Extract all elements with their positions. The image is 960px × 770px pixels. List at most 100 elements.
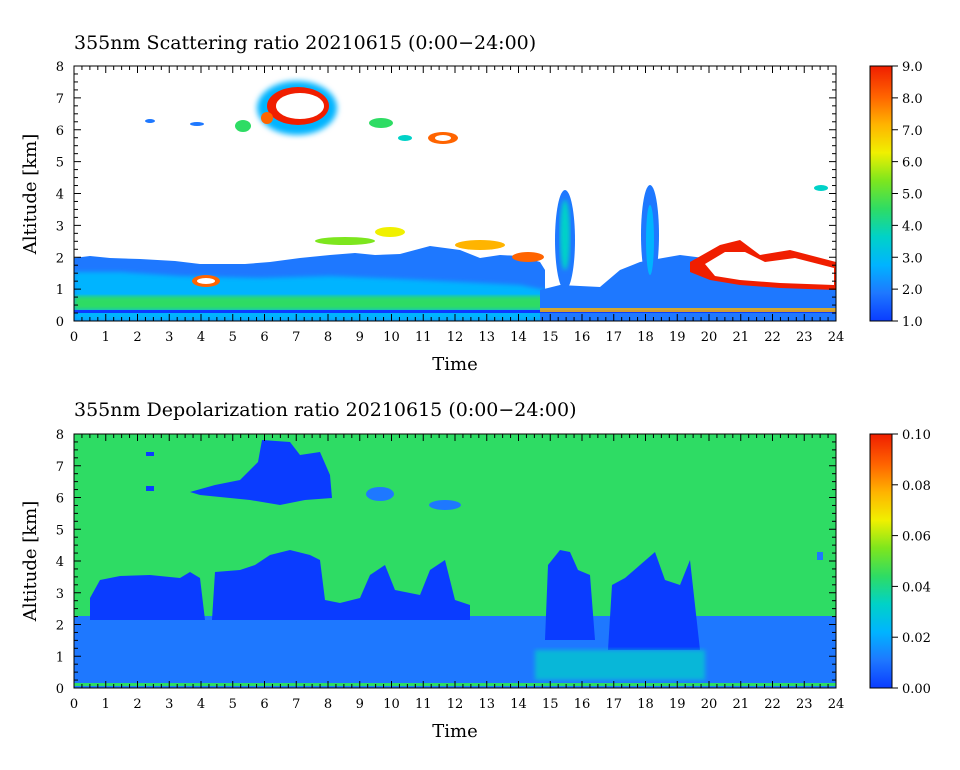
x-tick-label: 3 xyxy=(165,697,173,712)
scattering-cloud-10h-small xyxy=(398,135,412,141)
x-tick-label: 8 xyxy=(324,697,332,712)
scattering-cloud-12h xyxy=(455,240,505,250)
y-tick-label: 6 xyxy=(56,492,64,507)
x-tick-label: 20 xyxy=(701,697,718,712)
x-tick-label: 22 xyxy=(764,697,781,712)
x-tick-label: 22 xyxy=(764,330,781,345)
scattering-cloud-9h xyxy=(315,237,375,245)
x-tick-label: 23 xyxy=(796,330,813,345)
x-tick-label: 5 xyxy=(229,330,237,345)
x-tick-label: 21 xyxy=(732,330,749,345)
scattering-surface-line xyxy=(74,310,836,313)
scattering-panel: 355nm Scattering ratio 20210615 (0:00−24… xyxy=(20,32,923,375)
colorbar-tick-label: 0.00 xyxy=(902,682,931,697)
x-tick-label: 4 xyxy=(197,330,205,345)
depolarization-cloud-10h xyxy=(366,487,394,501)
x-tick-label: 9 xyxy=(356,330,364,345)
x-tick-label: 1 xyxy=(102,330,110,345)
x-tick-label: 9 xyxy=(356,697,364,712)
scattering-colorbar-ticks: 1.0 2.0 3.0 4.0 5.0 6.0 7.0 8.0 9.0 xyxy=(892,60,923,330)
scattering-plume-18h-core xyxy=(646,205,654,275)
y-tick-label: 1 xyxy=(56,283,64,298)
y-tick-label: 8 xyxy=(56,428,64,443)
depolarization-panel: 355nm Depolarization ratio 20210615 (0:0… xyxy=(20,399,931,742)
depolarization-afternoon-plume-1 xyxy=(545,550,595,640)
colorbar-tick-label: 4.0 xyxy=(902,219,923,234)
scattering-cloud-2h xyxy=(145,119,155,123)
x-tick-label: 15 xyxy=(542,697,559,712)
x-tick-label: 4 xyxy=(197,697,205,712)
depolarization-title: 355nm Depolarization ratio 20210615 (0:0… xyxy=(74,399,576,421)
colorbar-tick-label: 0.04 xyxy=(902,580,931,595)
colorbar-tick-label: 3.0 xyxy=(902,251,923,266)
scattering-cloud-11h-high-core xyxy=(435,135,451,141)
scattering-high-cloud-core xyxy=(276,93,324,119)
y-tick-label: 4 xyxy=(56,555,64,570)
x-tick-label: 23 xyxy=(796,697,813,712)
scattering-plume-15h-core xyxy=(560,200,570,270)
scattering-x-axis-label: Time xyxy=(432,354,477,375)
x-tick-label: 13 xyxy=(478,697,495,712)
scattering-cloud-14h xyxy=(512,252,544,262)
x-tick-label: 18 xyxy=(637,697,654,712)
colorbar-tick-label: 8.0 xyxy=(902,92,923,107)
x-tick-label: 21 xyxy=(732,697,749,712)
colorbar-tick-label: 9.0 xyxy=(902,60,923,75)
y-tick-label: 5 xyxy=(56,156,64,171)
depolarization-high-cloud-2h-low xyxy=(146,486,154,491)
y-tick-label: 3 xyxy=(56,219,64,234)
y-tick-label: 8 xyxy=(56,60,64,75)
scattering-title: 355nm Scattering ratio 20210615 (0:00−24… xyxy=(74,32,536,54)
x-tick-label: 17 xyxy=(605,697,622,712)
x-tick-label: 24 xyxy=(828,330,845,345)
x-tick-label: 16 xyxy=(574,697,591,712)
depolarization-mid-layer xyxy=(90,550,470,620)
x-tick-label: 1 xyxy=(102,697,110,712)
y-tick-label: 5 xyxy=(56,523,64,538)
depolarization-cloud-12h xyxy=(429,500,461,510)
x-tick-label: 2 xyxy=(133,697,141,712)
y-tick-label: 6 xyxy=(56,124,64,139)
depolarization-ticks: 0 1 2 3 4 5 6 7 8 9 10 11 12 13 14 15 16 17 18 19 20 21 22 23 24… xyxy=(56,428,845,712)
scattering-surface-layer xyxy=(74,296,544,310)
scattering-plot-area xyxy=(74,66,836,321)
colorbar-tick-label: 0.10 xyxy=(902,428,931,443)
x-tick-label: 12 xyxy=(447,697,464,712)
x-tick-label: 11 xyxy=(415,330,432,345)
colorbar-tick-label: 0.06 xyxy=(902,530,931,545)
depolarization-high-cloud xyxy=(190,440,332,505)
y-tick-label: 4 xyxy=(56,188,64,203)
colorbar-tick-label: 6.0 xyxy=(902,156,923,171)
scattering-surface-line-afternoon xyxy=(540,308,836,312)
colorbar-tick-label: 1.0 xyxy=(902,315,923,330)
depolarization-afternoon-plume-2 xyxy=(608,552,700,650)
scattering-cloud-5h xyxy=(235,120,251,132)
x-tick-label: 6 xyxy=(260,330,268,345)
x-tick-label: 14 xyxy=(510,330,527,345)
colorbar-tick-label: 2.0 xyxy=(902,283,923,298)
y-tick-label: 7 xyxy=(56,92,64,107)
x-tick-label: 5 xyxy=(229,697,237,712)
scattering-y-axis-label: Altitude [km] xyxy=(20,134,41,256)
x-tick-label: 19 xyxy=(669,330,686,345)
x-tick-label: 3 xyxy=(165,330,173,345)
x-tick-label: 2 xyxy=(133,330,141,345)
depolarization-x-axis-label: Time xyxy=(432,721,477,742)
scattering-colorbar xyxy=(869,65,893,322)
depolarization-colorbar xyxy=(869,433,893,689)
y-tick-label: 0 xyxy=(56,682,64,697)
x-tick-label: 0 xyxy=(70,697,78,712)
scattering-ticks: 0 1 2 3 4 5 6 7 8 9 10 11 12 13 14 15 16 17 18 19 20 21 22 23 24… xyxy=(56,60,845,345)
x-tick-label: 15 xyxy=(542,330,559,345)
x-tick-label: 14 xyxy=(510,697,527,712)
x-tick-label: 8 xyxy=(324,330,332,345)
x-tick-label: 0 xyxy=(70,330,78,345)
x-tick-label: 18 xyxy=(637,330,654,345)
scattering-cloud-10h-high xyxy=(369,118,393,128)
depolarization-lower-core xyxy=(74,640,544,675)
x-tick-label: 16 xyxy=(574,330,591,345)
scattering-cloud-23h xyxy=(814,185,828,191)
x-tick-label: 13 xyxy=(478,330,495,345)
x-tick-label: 10 xyxy=(383,697,400,712)
